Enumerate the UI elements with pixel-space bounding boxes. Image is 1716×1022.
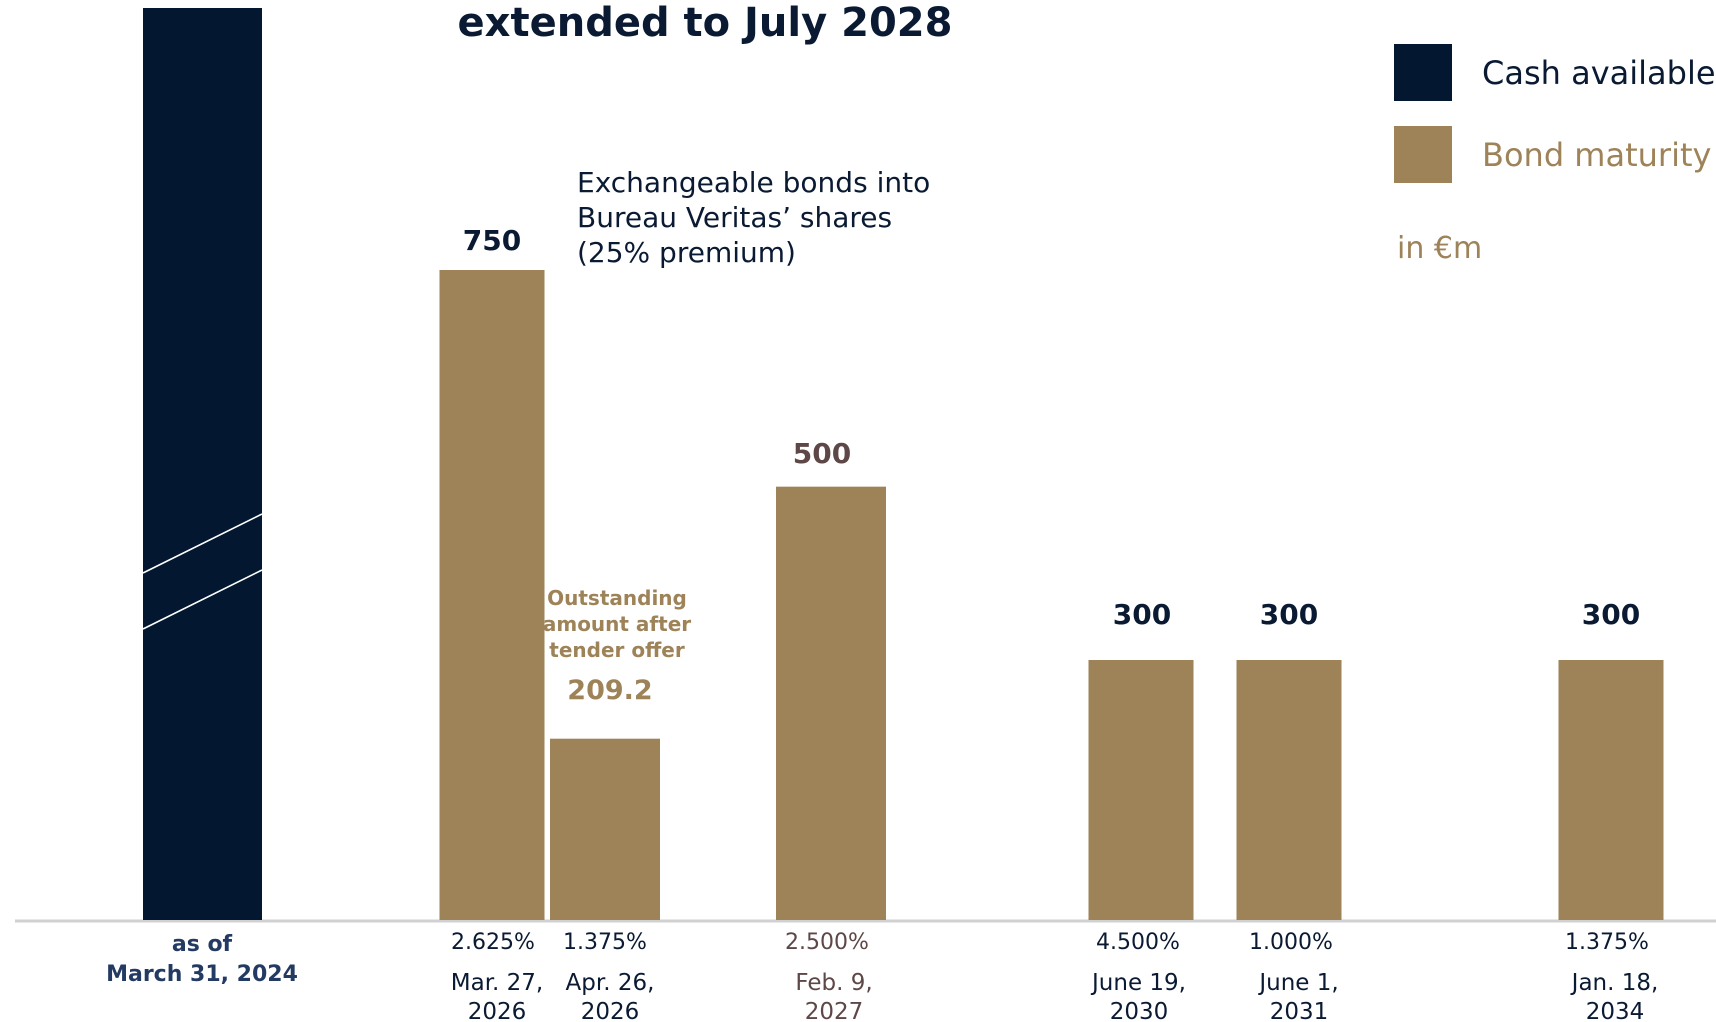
bond-maturity-date: 2026 bbox=[581, 999, 640, 1022]
bond-bar bbox=[776, 486, 886, 920]
cash-date-label: as of bbox=[172, 932, 233, 957]
cash-available-bar bbox=[143, 8, 262, 920]
cash-date-label: March 31, 2024 bbox=[106, 962, 298, 987]
bond-rate-label: 4.500% bbox=[1096, 930, 1180, 955]
bond-rate-label: 2.625% bbox=[451, 930, 535, 955]
bond-maturity-date: 2026 bbox=[468, 999, 527, 1022]
bond-maturity-date: Mar. 27, bbox=[451, 970, 543, 996]
bond-value-label: 500 bbox=[793, 437, 851, 470]
bond-value-label: 300 bbox=[1113, 598, 1171, 631]
bond-maturity-date: Jan. 18, bbox=[1570, 970, 1659, 996]
unit-label: in €m bbox=[1397, 231, 1482, 266]
bond-maturity-date: 2027 bbox=[805, 999, 864, 1022]
bond-value-label: 209.2 bbox=[567, 675, 652, 706]
exchangeable-bond-note: Exchangeable bonds into Bureau Veritas’ s… bbox=[577, 166, 930, 269]
bond-value-label: 750 bbox=[463, 224, 521, 257]
legend-swatch bbox=[1394, 126, 1452, 183]
bond-bar bbox=[1236, 660, 1342, 920]
axis-break-line bbox=[142, 513, 263, 574]
bond-bar bbox=[550, 738, 660, 920]
legend-label: Cash available bbox=[1482, 54, 1716, 92]
legend-swatch bbox=[1394, 44, 1452, 101]
bond-rate-label: 1.375% bbox=[1565, 930, 1649, 955]
bond-maturity-date: 2031 bbox=[1270, 999, 1329, 1022]
bond-maturity-date: Apr. 26, bbox=[566, 970, 655, 996]
bond-maturity-date: June 19, bbox=[1090, 970, 1186, 996]
bond-rate-label: 1.375% bbox=[563, 930, 647, 955]
bond-rate-label: 1.000% bbox=[1249, 930, 1333, 955]
tender-offer-note: Outstanding amount after tender offer bbox=[543, 586, 691, 662]
bond-bar bbox=[1088, 660, 1194, 920]
bond-maturity-date: 2034 bbox=[1586, 999, 1645, 1022]
chart-title: extended to July 2028 bbox=[458, 0, 953, 46]
bond-bar bbox=[1558, 660, 1664, 920]
bond-maturity-date: Feb. 9, bbox=[795, 970, 872, 996]
bond-maturity-date: 2030 bbox=[1110, 999, 1169, 1022]
bond-value-label: 300 bbox=[1582, 598, 1640, 631]
legend-label: Bond maturity bbox=[1482, 136, 1711, 174]
axis-break-line bbox=[142, 569, 263, 630]
bond-maturity-date: June 1, bbox=[1257, 970, 1338, 996]
legend: Cash available Bond maturity bbox=[1394, 44, 1716, 183]
bond-rate-label: 2.500% bbox=[785, 930, 869, 955]
bond-value-label: 300 bbox=[1260, 598, 1318, 631]
bond-bar bbox=[439, 270, 545, 920]
bond-bars: 750 2.625% Mar. 27, 2026 209.2 1.375% Apr. 26,… bbox=[439, 224, 1664, 1022]
cash-available-column: as of March 31, 2024 bbox=[106, 8, 298, 987]
